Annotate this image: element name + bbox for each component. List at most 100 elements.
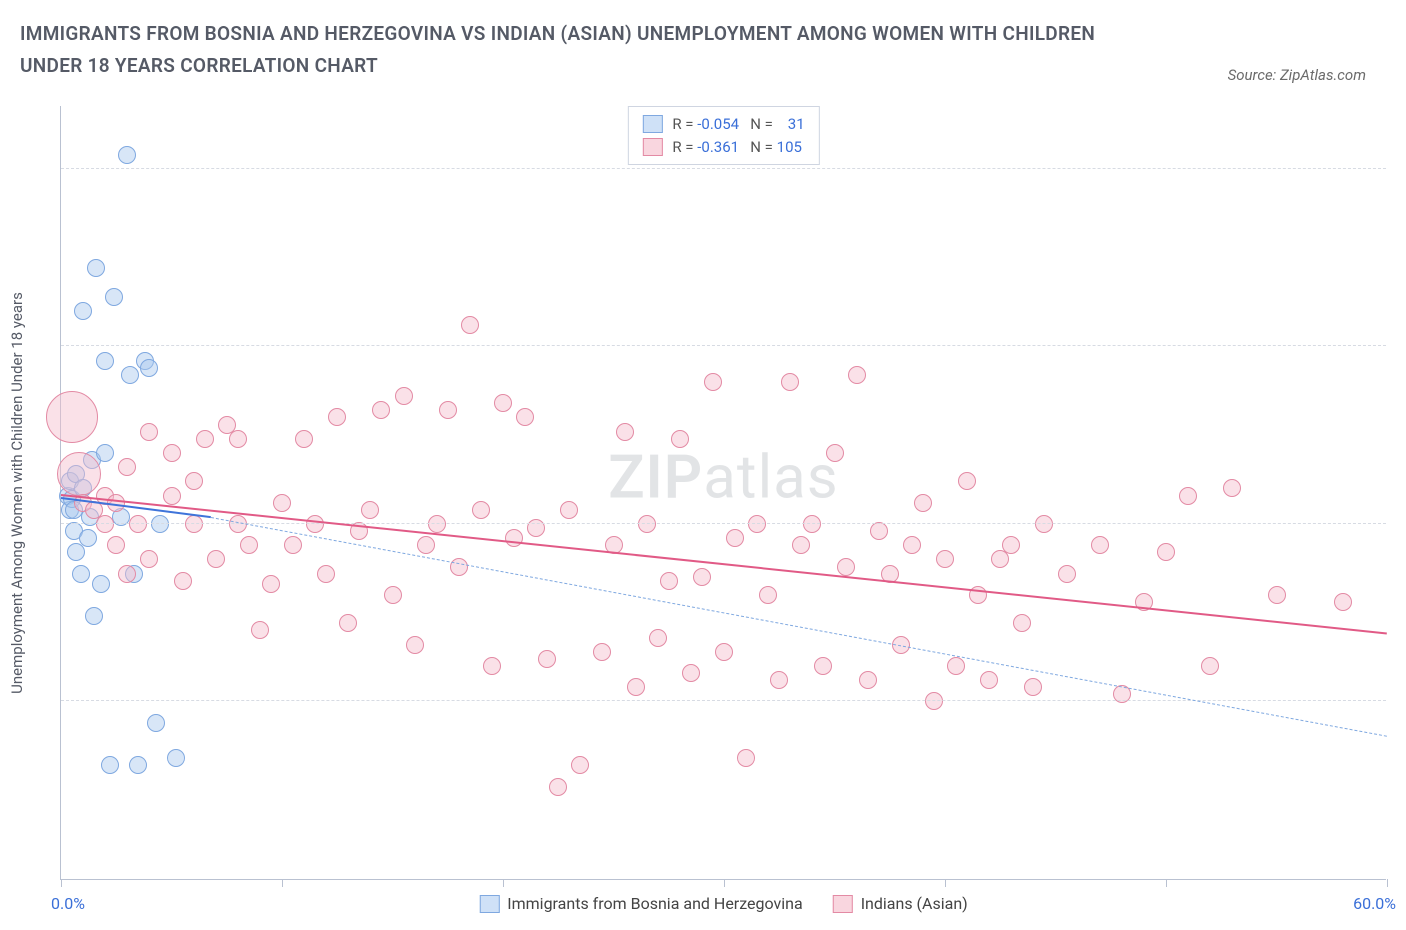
data-point (837, 558, 855, 576)
data-point (1334, 593, 1352, 611)
legend-series-item: Immigrants from Bosnia and Herzegovina (479, 894, 802, 913)
data-point (527, 519, 545, 537)
data-point (339, 614, 357, 632)
data-point (72, 565, 90, 583)
data-point (1024, 678, 1042, 696)
legend-swatch (479, 895, 499, 913)
data-point (428, 515, 446, 533)
data-point (167, 749, 185, 767)
data-point (92, 575, 110, 593)
data-point (1157, 543, 1175, 561)
legend-series-item: Indians (Asian) (833, 894, 968, 913)
data-point (74, 302, 92, 320)
data-point (101, 756, 119, 774)
series-legend: Immigrants from Bosnia and Herzegovina In… (479, 894, 967, 913)
legend-stat: R = -0.361 N = 105 (672, 136, 802, 159)
data-point (1091, 536, 1109, 554)
chart-container: IMMIGRANTS FROM BOSNIA AND HERZEGOVINA V… (0, 0, 1406, 930)
data-point (273, 494, 291, 512)
gridline (61, 345, 1386, 346)
data-point (814, 657, 832, 675)
data-point (693, 568, 711, 586)
data-point (105, 288, 123, 306)
data-point (46, 391, 98, 443)
legend-correlation-row: R = -0.361 N = 105 (642, 136, 804, 159)
data-point (317, 565, 335, 583)
data-point (461, 316, 479, 334)
data-point (79, 529, 97, 547)
data-point (251, 621, 269, 639)
data-point (140, 550, 158, 568)
data-point (494, 394, 512, 412)
data-point (185, 515, 203, 533)
data-point (372, 401, 390, 419)
data-point (163, 487, 181, 505)
source-attribution: Source: ZipAtlas.com (1228, 66, 1366, 84)
plot-area: ZIPatlas Unemployment Among Women with C… (60, 106, 1386, 880)
legend-swatch (833, 895, 853, 913)
data-point (770, 671, 788, 689)
data-point (417, 536, 435, 554)
data-point (151, 515, 169, 533)
data-point (140, 359, 158, 377)
data-point (593, 643, 611, 661)
y-tick-label: 2.5% (1396, 681, 1406, 700)
data-point (96, 352, 114, 370)
data-point (505, 529, 523, 547)
data-point (549, 778, 567, 796)
data-point (207, 550, 225, 568)
x-axis-min-label: 0.0% (51, 894, 85, 913)
x-tick (282, 879, 283, 887)
data-point (450, 558, 468, 576)
data-point (1058, 565, 1076, 583)
data-point (96, 515, 114, 533)
x-tick (61, 879, 62, 887)
data-point (903, 536, 921, 554)
data-point (781, 373, 799, 391)
data-point (859, 671, 877, 689)
data-point (121, 366, 139, 384)
legend-stat: R = -0.054 N = 31 (672, 113, 804, 136)
legend-swatch (642, 138, 662, 156)
data-point (107, 536, 125, 554)
data-point (737, 749, 755, 767)
chart-title: IMMIGRANTS FROM BOSNIA AND HERZEGOVINA V… (20, 18, 1140, 83)
data-point (140, 423, 158, 441)
data-point (715, 643, 733, 661)
data-point (185, 472, 203, 490)
data-point (649, 629, 667, 647)
correlation-legend: R = -0.054 N = 31R = -0.361 N = 105 (627, 106, 819, 165)
data-point (439, 401, 457, 419)
data-point (129, 515, 147, 533)
data-point (803, 515, 821, 533)
data-point (726, 529, 744, 547)
x-tick (1166, 879, 1167, 887)
gridline (61, 168, 1386, 169)
data-point (483, 657, 501, 675)
y-tick-label: 7.5% (1396, 326, 1406, 345)
data-point (538, 650, 556, 668)
y-tick-label: 5.0% (1396, 503, 1406, 522)
data-point (129, 756, 147, 774)
data-point (947, 657, 965, 675)
data-point (1223, 479, 1241, 497)
data-point (406, 636, 424, 654)
data-point (1013, 614, 1031, 632)
gridline (61, 523, 1386, 524)
data-point (57, 452, 101, 496)
data-point (284, 536, 302, 554)
data-point (748, 515, 766, 533)
legend-series-label: Immigrants from Bosnia and Herzegovina (507, 894, 802, 913)
data-point (262, 575, 280, 593)
data-point (229, 430, 247, 448)
x-tick (945, 879, 946, 887)
plot-layer (61, 106, 1386, 879)
data-point (118, 458, 136, 476)
data-point (759, 586, 777, 604)
data-point (1179, 487, 1197, 505)
x-tick (503, 879, 504, 887)
data-point (1035, 515, 1053, 533)
legend-swatch (642, 115, 662, 133)
data-point (671, 430, 689, 448)
legend-series-label: Indians (Asian) (861, 894, 968, 913)
